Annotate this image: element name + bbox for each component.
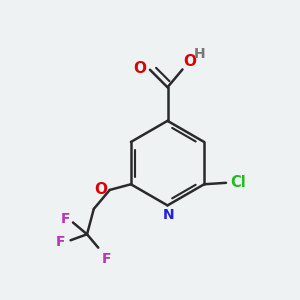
Text: O: O bbox=[134, 61, 146, 76]
Text: H: H bbox=[194, 47, 205, 61]
Text: Cl: Cl bbox=[230, 175, 246, 190]
Text: O: O bbox=[94, 182, 107, 197]
Text: O: O bbox=[183, 53, 196, 68]
Text: F: F bbox=[61, 212, 70, 226]
Text: F: F bbox=[102, 253, 111, 266]
Text: N: N bbox=[163, 208, 175, 222]
Text: F: F bbox=[56, 235, 65, 249]
